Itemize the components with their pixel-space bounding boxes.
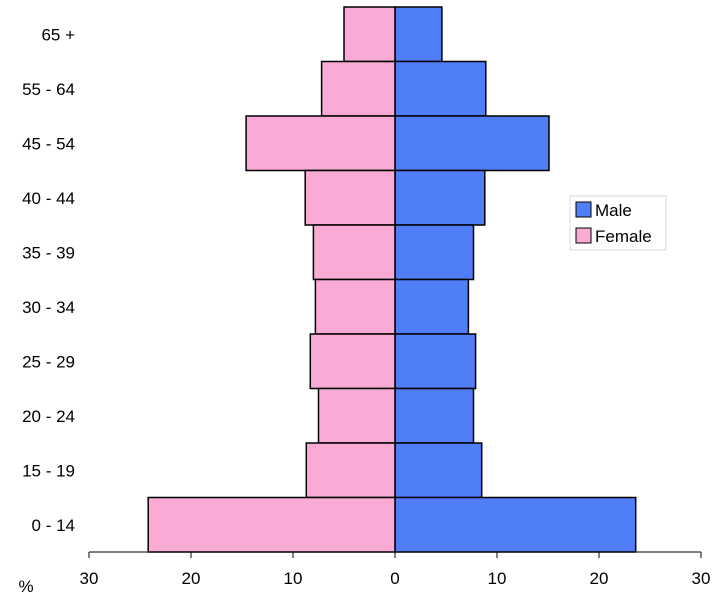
bars-layer [147, 6, 637, 553]
category-label-3: 40 - 44 [22, 189, 75, 208]
bar-female-5 [314, 278, 396, 335]
bar-female-0 [343, 6, 396, 63]
bar-male-9 [394, 496, 637, 553]
x-tick-label-5: 20 [590, 569, 609, 588]
category-label-4: 35 - 39 [22, 243, 75, 262]
bar-male-3 [394, 169, 486, 226]
bar-male-8 [394, 442, 483, 499]
legend-label-male: Male [595, 201, 632, 220]
bar-female-1 [320, 60, 396, 117]
bar-male-7 [394, 387, 475, 444]
bar-female-8 [305, 442, 396, 499]
bar-female-2 [245, 115, 396, 172]
legend-swatch-female [575, 227, 592, 244]
legend: Male Female [569, 195, 667, 251]
bar-male-5 [394, 278, 470, 335]
bar-male-0 [394, 6, 443, 63]
x-tick-label-4: 10 [488, 569, 507, 588]
bar-female-4 [312, 224, 396, 281]
x-axis-unit-label: % [18, 577, 33, 596]
bar-female-9 [147, 496, 396, 553]
x-tick-label-6: 30 [692, 569, 711, 588]
category-label-6: 25 - 29 [22, 352, 75, 371]
category-label-1: 55 - 64 [22, 80, 75, 99]
bar-female-7 [317, 387, 396, 444]
legend-swatch-male [575, 201, 592, 218]
bar-male-1 [394, 60, 487, 117]
bar-female-3 [304, 169, 396, 226]
x-axis-ticks: 30 20 10 0 10 20 30 [80, 552, 711, 588]
bar-male-2 [394, 115, 550, 172]
category-label-5: 30 - 34 [22, 298, 75, 317]
category-label-2: 45 - 54 [22, 134, 75, 153]
x-tick-label-3: 0 [390, 569, 399, 588]
x-tick-label-1: 20 [182, 569, 201, 588]
x-tick-label-2: 10 [284, 569, 303, 588]
category-labels: 65 + 55 - 64 45 - 54 40 - 44 35 - 39 30 - 34 2… [22, 25, 75, 535]
category-label-7: 20 - 24 [22, 407, 75, 426]
bar-male-4 [394, 224, 475, 281]
legend-label-female: Female [595, 227, 652, 246]
bar-female-6 [309, 333, 396, 390]
category-label-9: 0 - 14 [32, 516, 75, 535]
x-tick-label-0: 30 [80, 569, 99, 588]
bar-male-6 [394, 333, 477, 390]
category-label-8: 15 - 19 [22, 461, 75, 480]
category-label-0: 65 + [41, 25, 75, 44]
